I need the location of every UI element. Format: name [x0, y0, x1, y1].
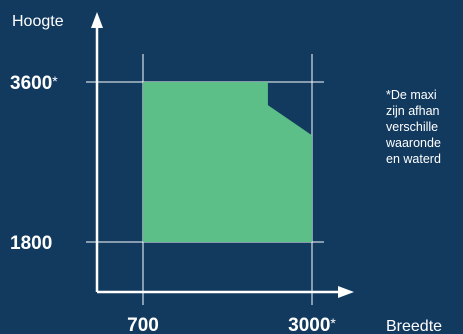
y-tick-label-1800: 1800: [10, 233, 52, 254]
feasible-region: [143, 82, 312, 242]
footnote: *De maxi zijn afhan verschille waaronde en w…: [385, 88, 441, 166]
footnote-line-1: *De maxi: [386, 88, 437, 102]
y-tick-label-3600: 3600*: [10, 73, 58, 94]
y-tick-mark-3600: *: [52, 73, 58, 89]
footnote-line-5: en waterd: [386, 152, 441, 166]
axes: [91, 12, 354, 298]
tick-labels: 1800 3600* 700 3000*: [10, 73, 336, 334]
footnote-line-4: waaronde: [385, 136, 441, 150]
x-axis-title: Breedte: [386, 318, 442, 334]
x-axis-arrow: [338, 286, 354, 298]
footnote-line-3: verschille: [386, 120, 438, 134]
x-tick-label-700: 700: [127, 315, 159, 334]
region-layer: [143, 82, 312, 242]
y-axis-arrow: [91, 12, 103, 28]
x-tick-label-3000: 3000*: [288, 315, 336, 334]
y-axis-title: Hoogte: [12, 13, 64, 30]
x-tick-mark-3000: *: [330, 315, 336, 331]
footnote-line-2: zijn afhan: [386, 104, 440, 118]
